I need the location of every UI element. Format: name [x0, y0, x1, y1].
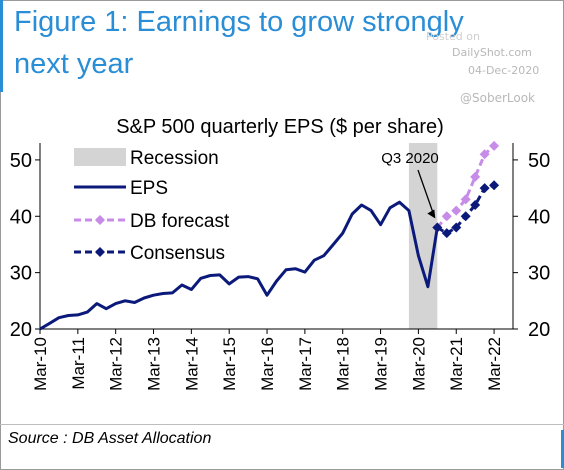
y-tick-label-left: 30: [10, 263, 32, 285]
y-tick-label-left: 50: [10, 150, 32, 172]
x-tick-label: Mar-13: [145, 337, 164, 391]
series-point-db-forecast: [441, 211, 452, 222]
series-point-consensus: [479, 183, 490, 194]
figure-title-line-1: Figure 1: Earnings to grow strongly: [14, 6, 464, 38]
annotation-q3-2020: Q3 2020: [381, 150, 439, 167]
x-tick-label: Mar-12: [107, 337, 126, 391]
watermark-handle: @SoberLook: [460, 91, 535, 105]
series-line-consensus: [436, 183, 495, 235]
legend-label-recession: Recession: [130, 148, 219, 169]
series-point-consensus: [451, 222, 462, 233]
source-divider: [0, 424, 564, 425]
annotation-arrow-head: [427, 209, 436, 219]
x-tick-label: Mar-21: [447, 337, 466, 391]
x-tick-label: Mar-19: [372, 337, 391, 391]
y-tick-label-right: 20: [528, 319, 550, 341]
y-tick-label-right: 40: [528, 206, 550, 228]
series-point-db-forecast: [489, 140, 500, 151]
series-point-consensus: [470, 200, 481, 210]
x-tick-label: Mar-18: [334, 337, 353, 391]
x-tick-label: Mar-14: [182, 337, 201, 391]
x-tick-label: Mar-16: [258, 337, 277, 391]
series-point-db-forecast: [470, 171, 481, 182]
accent-bar-bottom: [561, 430, 564, 468]
legend-swatch-recession: [74, 148, 126, 166]
accent-bar-top: [0, 0, 3, 92]
watermark-posted-on: Posted on: [426, 30, 480, 43]
series-point-db-forecast: [451, 205, 462, 216]
watermark-date: 04-Dec-2020: [468, 64, 540, 77]
x-tick-label: Mar-17: [296, 337, 315, 391]
y-tick-label-right: 50: [528, 150, 550, 172]
series-point-consensus: [441, 228, 452, 239]
y-tick-label-left: 40: [10, 206, 32, 228]
series-point-consensus: [489, 180, 500, 191]
series-point-consensus: [460, 211, 471, 222]
x-tick-label: Mar-10: [31, 337, 50, 391]
x-tick-label: Mar-22: [485, 337, 504, 391]
legend-label-eps: EPS: [130, 178, 168, 199]
x-tick-label: Mar-11: [69, 337, 88, 390]
annotation-arrow-line: [417, 169, 434, 214]
legend-marker-db-forecast: [95, 215, 105, 225]
legend-marker-consensus: [95, 247, 105, 257]
series-point-consensus: [432, 222, 443, 233]
legend-label-consensus: Consensus: [130, 243, 225, 264]
source-note: Source : DB Asset Allocation: [8, 430, 212, 447]
figure-title-line-2: next year: [14, 48, 134, 80]
series-point-db-forecast: [460, 194, 471, 205]
y-tick-label-right: 30: [528, 263, 550, 285]
x-tick-label: Mar-20: [409, 337, 428, 391]
x-tick-label: Mar-15: [220, 337, 239, 391]
chart-title: S&P 500 quarterly EPS ($ per share): [116, 116, 444, 138]
series-line-eps: [39, 200, 439, 331]
y-tick-label-left: 20: [10, 319, 32, 341]
watermark-site: DailyShot.com: [452, 46, 532, 59]
series-point-db-forecast: [479, 149, 490, 160]
legend-label-db-forecast: DB forecast: [130, 211, 230, 232]
